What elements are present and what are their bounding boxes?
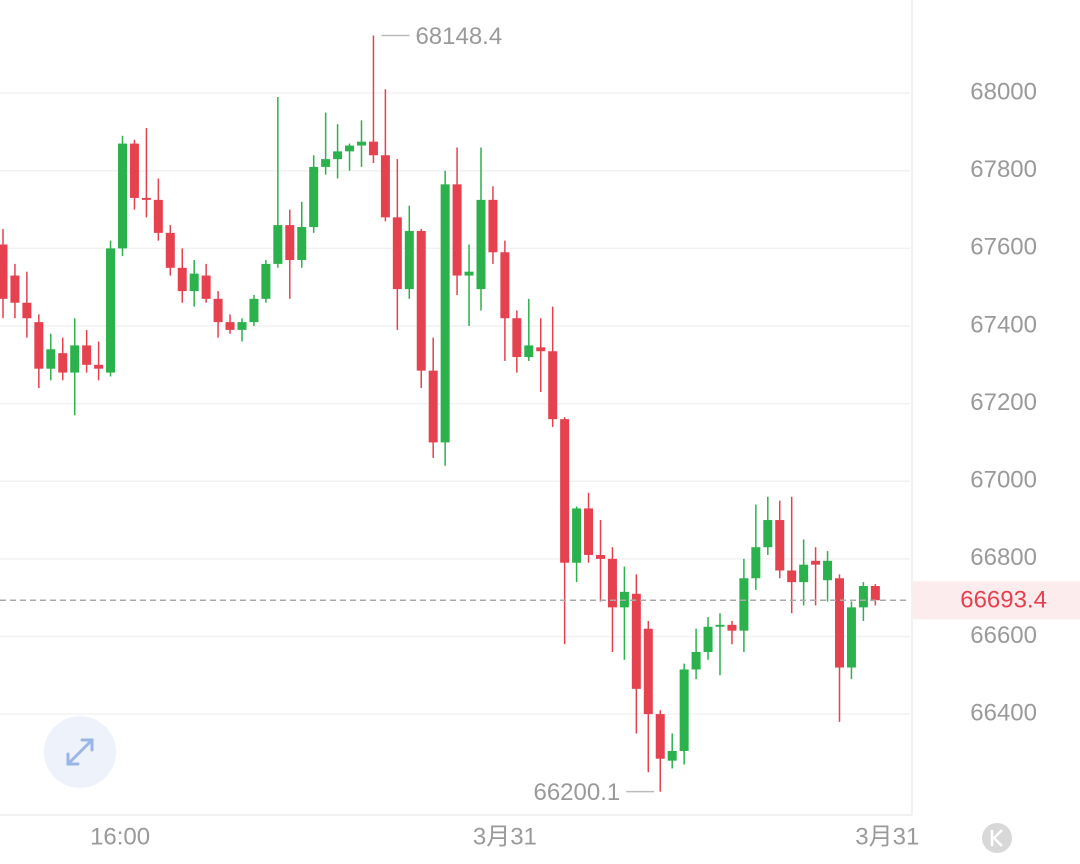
candle-body	[775, 520, 785, 571]
y-tick-label: 68000	[970, 78, 1037, 105]
y-tick-label: 66400	[970, 699, 1037, 726]
candle-body	[201, 275, 211, 299]
candle-body	[392, 217, 402, 290]
candle-body	[440, 184, 450, 443]
candle-body	[512, 318, 522, 358]
candle-body	[476, 199, 486, 290]
candle-body	[380, 155, 390, 218]
candle-body	[213, 298, 223, 323]
candle-body	[321, 159, 331, 167]
candle-body	[679, 669, 689, 751]
candle-body	[727, 624, 737, 631]
candle-body	[488, 199, 498, 253]
candle-body	[834, 578, 844, 668]
candle-body	[153, 199, 163, 233]
candle-body	[46, 349, 56, 369]
candle-body	[106, 248, 116, 373]
candle-body	[129, 143, 139, 198]
candle-body	[70, 345, 80, 373]
candle-body	[870, 586, 880, 601]
candle-body	[0, 244, 8, 299]
candle-body	[285, 225, 295, 261]
candle-body	[94, 364, 104, 369]
candle-body	[22, 302, 32, 319]
candle-body	[404, 230, 414, 290]
candle-body	[655, 714, 665, 759]
candle-body	[297, 227, 307, 261]
candle-body	[715, 624, 725, 627]
candle-body	[10, 275, 20, 303]
candle-body	[595, 554, 605, 559]
candle-body	[500, 252, 510, 319]
candle-body	[58, 353, 68, 373]
y-tick-label: 67800	[970, 156, 1037, 183]
candle-body	[189, 273, 199, 292]
candle-body	[560, 419, 570, 563]
candle-body	[34, 322, 44, 369]
candle-body	[548, 351, 558, 420]
candle-body	[261, 263, 271, 299]
candle-body	[846, 607, 856, 668]
candle-body	[309, 166, 319, 228]
candle-body	[177, 267, 187, 292]
y-tick-label: 67000	[970, 467, 1037, 494]
candle-body	[249, 298, 259, 323]
candle-body	[584, 508, 594, 555]
high-annotation: 68148.4	[415, 23, 502, 50]
candle-body	[82, 345, 92, 365]
candle-body	[117, 143, 127, 249]
candle-body	[452, 184, 462, 276]
x-tick-label: 16:00	[90, 823, 150, 850]
last-price-box	[913, 581, 1080, 620]
candle-body	[165, 232, 175, 268]
candle-body	[631, 593, 641, 689]
candle-body	[823, 560, 833, 581]
candle-body	[141, 197, 151, 200]
candle-body	[464, 271, 474, 276]
expand-button[interactable]	[44, 716, 116, 788]
candle-body	[739, 578, 749, 631]
candle-body	[763, 520, 773, 548]
candle-body	[524, 345, 534, 358]
grid	[0, 92, 910, 715]
x-tick-label: 3月31	[855, 823, 919, 850]
candle-body	[273, 225, 283, 264]
y-tick-label: 67200	[970, 389, 1037, 416]
candle-body	[643, 628, 653, 715]
candle-body	[345, 145, 355, 152]
candle-body	[237, 322, 247, 330]
candle-body	[703, 626, 713, 652]
candle-body	[572, 508, 582, 563]
candle-body	[416, 230, 426, 371]
candle-body	[225, 322, 235, 330]
candle-body	[799, 564, 809, 583]
candle-body	[428, 370, 438, 443]
candle-body	[368, 141, 378, 156]
candle-body	[811, 560, 821, 565]
last-price-label: 66693.4	[960, 587, 1047, 614]
candle-body	[691, 652, 701, 670]
candle-body	[356, 141, 366, 146]
y-tick-label: 67400	[970, 311, 1037, 338]
kline-button[interactable]	[982, 823, 1012, 853]
candle-body	[858, 586, 868, 608]
candle-body	[751, 547, 761, 579]
y-tick-label: 67600	[970, 234, 1037, 261]
y-tick-label: 66800	[970, 544, 1037, 571]
candle-body	[333, 151, 343, 160]
x-tick-label: 3月31	[473, 823, 537, 850]
candle-body	[667, 750, 677, 761]
candle-body	[607, 558, 617, 608]
y-tick-label: 66600	[970, 622, 1037, 649]
candle-body	[787, 570, 797, 583]
low-annotation: 66200.1	[533, 779, 620, 806]
candle-body	[536, 347, 546, 352]
